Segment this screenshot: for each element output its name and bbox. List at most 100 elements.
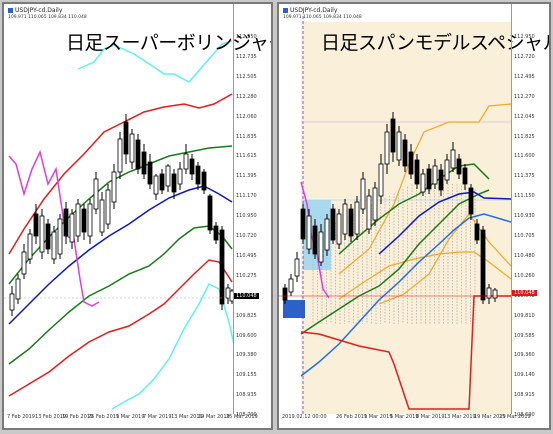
candle-body xyxy=(318,231,324,263)
left-price-axis: 112.950 112.735 112.505 112.280 112.060 111.8… xyxy=(233,4,271,418)
candle-body xyxy=(117,138,123,173)
candle-body xyxy=(480,229,486,301)
upper-3sigma-band xyxy=(77,40,233,83)
orange-mid-band xyxy=(378,213,511,305)
candle-body xyxy=(177,168,183,185)
right-current-price-tag: 110.048 xyxy=(512,290,537,296)
candle-body xyxy=(93,178,99,210)
price-axis-label: 109.140 xyxy=(514,372,535,379)
blue-baseline xyxy=(378,191,511,255)
price-axis-label: 112.735 xyxy=(236,53,257,60)
left-current-price-tag: 110.048 xyxy=(234,293,259,299)
candle-body xyxy=(123,121,129,155)
right-quote-line: 109.971 110.065 109.834 110.048 xyxy=(283,15,362,20)
time-axis-label: 1 Mar 2019 xyxy=(364,414,393,420)
candle-body xyxy=(474,223,480,241)
candle-body xyxy=(354,201,360,235)
candle-body xyxy=(366,195,372,230)
candle-body xyxy=(402,139,408,167)
lower-3sigma-band xyxy=(111,282,234,410)
candle-body xyxy=(450,149,456,169)
price-axis-label: 112.495 xyxy=(514,73,535,80)
price-axis-label: 110.260 xyxy=(514,272,535,279)
price-axis-label: 111.395 xyxy=(236,173,257,180)
price-axis-label: 112.060 xyxy=(236,113,257,120)
candle-body xyxy=(330,208,336,241)
candle-body xyxy=(195,165,201,185)
candle-body xyxy=(456,158,462,175)
price-axis-label: 112.045 xyxy=(514,113,535,120)
candle-body xyxy=(51,231,57,260)
right-chart-title: 日足スパンモデルスペシャル xyxy=(321,32,551,54)
time-axis-label: 19 Feb 2019 xyxy=(62,414,94,420)
red-span-line xyxy=(300,295,511,410)
candle-body xyxy=(229,290,234,302)
right-chart-window[interactable]: USDJPY-cd,Daily 109.971 110.065 109.834 … xyxy=(277,2,551,430)
candle-body xyxy=(306,215,312,250)
candle-body xyxy=(141,151,147,175)
candle-body xyxy=(189,158,195,175)
price-axis-label: 111.170 xyxy=(236,193,257,200)
price-axis-label: 110.275 xyxy=(236,272,257,279)
time-axis-label: 13 Mar 2019 xyxy=(444,414,476,420)
candle-body xyxy=(288,278,294,293)
candle-body xyxy=(129,133,135,163)
price-axis-label: 112.270 xyxy=(514,93,535,100)
time-axis-label: 19 Mar 2019 xyxy=(474,414,506,420)
price-axis-label: 111.825 xyxy=(514,133,535,140)
price-axis-label: 111.375 xyxy=(514,173,535,180)
candle-body xyxy=(33,213,39,237)
candle-body xyxy=(312,225,318,255)
right-price-axis: 112.950 112.720 112.495 112.270 112.045 111.8… xyxy=(511,4,549,418)
chikou-line xyxy=(8,149,100,307)
lower-2sigma-band xyxy=(8,259,233,397)
candle-body xyxy=(378,163,384,197)
candle-body xyxy=(165,165,171,187)
candle-body xyxy=(201,171,207,191)
cursor-date-box xyxy=(283,300,305,318)
candle-body xyxy=(57,218,63,255)
left-chart-window[interactable]: USDJPY-cd,Daily 109.971 110.065 109.834 … xyxy=(2,2,273,430)
candle-body xyxy=(147,161,153,185)
price-axis-label: 112.950 xyxy=(236,34,257,40)
price-axis-label: 108.690 xyxy=(514,412,535,419)
candle-body xyxy=(105,189,111,225)
price-axis-label: 109.585 xyxy=(514,332,535,339)
time-axis-label: 7 Feb 2019 xyxy=(7,414,35,420)
span-model-plot[interactable] xyxy=(279,4,511,414)
candle-body xyxy=(153,175,159,195)
time-axis-label: 13 Mar 2019 xyxy=(171,414,203,420)
candle-body xyxy=(39,215,45,253)
candle-body xyxy=(324,218,330,251)
price-axis-label: 112.505 xyxy=(236,73,257,80)
candle-body xyxy=(99,199,105,233)
price-axis-label: 109.825 xyxy=(236,312,257,319)
price-axis-label: 110.705 xyxy=(514,233,535,239)
candle-body xyxy=(444,159,450,181)
time-axis-label: 1 Mar 2019 xyxy=(116,414,145,420)
left-chart-title: 日足スーパーボリンジャー xyxy=(66,32,273,54)
candle-body xyxy=(63,208,69,237)
price-axis-label: 108.935 xyxy=(236,392,257,399)
candle-body xyxy=(81,208,87,233)
price-axis-label: 110.930 xyxy=(514,213,535,220)
time-axis-label: 26 Feb 2019 xyxy=(336,414,368,420)
candle-body xyxy=(384,131,390,165)
candle-body xyxy=(207,195,213,231)
candle-body xyxy=(294,258,300,277)
price-axis-label: 112.720 xyxy=(514,53,535,60)
candle-body xyxy=(159,173,165,191)
candle-body xyxy=(438,169,444,191)
price-axis-label: 109.810 xyxy=(514,312,535,319)
orange-upper-band xyxy=(338,103,511,275)
super-bollinger-plot[interactable] xyxy=(4,4,234,414)
candle-body xyxy=(45,223,51,250)
left-time-axis: 7 Feb 2019 13 Feb 2019 19 Feb 2019 25 Feb 2… xyxy=(4,413,258,423)
price-axis-label: 111.600 xyxy=(514,153,535,160)
time-axis-label: 25 Feb 2019 xyxy=(88,414,120,420)
candle-body xyxy=(213,225,219,241)
time-axis-label: 25 Mar 2019 xyxy=(226,414,258,420)
price-axis-label: 108.700 xyxy=(236,412,257,419)
price-axis-label: 109.600 xyxy=(236,332,257,339)
candle-body xyxy=(372,187,378,221)
